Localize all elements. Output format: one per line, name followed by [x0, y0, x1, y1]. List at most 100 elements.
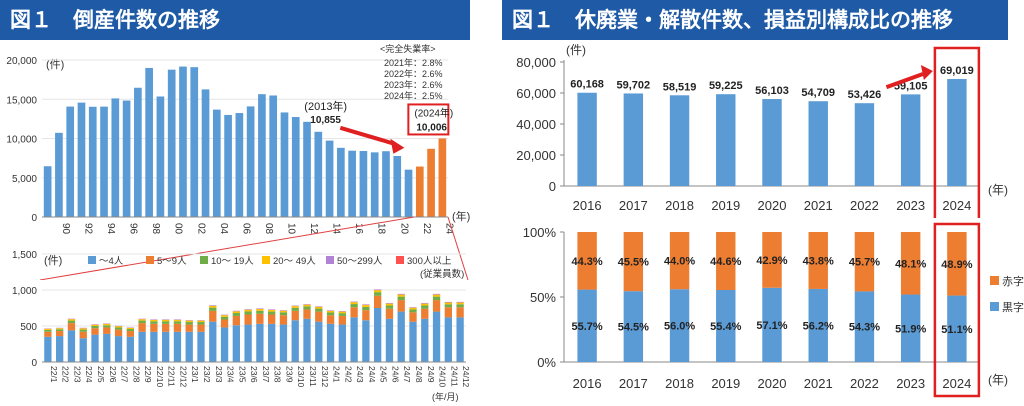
x-tick-label: 24/9 [426, 366, 436, 383]
bankruptcy-panel: 図１ 倒産件数の推移 (件) 0 5,000 10,000 15,000 20,000 90… [0, 0, 488, 406]
x-tick-label: 94 [105, 223, 116, 235]
x-tick-label: 24/12 [461, 366, 471, 388]
bar-segment [103, 327, 111, 334]
x-tick-label: 2018 [665, 376, 694, 391]
bar-segment [138, 319, 146, 321]
bar-segment [232, 310, 240, 312]
bar-2016 [577, 92, 597, 186]
legend-label: 50～299人 [337, 256, 383, 267]
bar-segment [444, 304, 452, 308]
zoom-line-left [39, 216, 415, 280]
bar-segment [374, 290, 382, 293]
unemployment-note-line: 2022年：2.6% [384, 68, 443, 79]
bar-segment [421, 318, 429, 362]
bar-segment [268, 323, 276, 362]
bar-segment [444, 301, 452, 303]
x-tick-label: 24/3 [355, 366, 365, 383]
data-label: 45.7% [849, 257, 880, 269]
x-tick-label: 20 [398, 223, 409, 235]
bar-segment [44, 328, 52, 330]
highlight-2024-box [407, 103, 450, 136]
bar-24 [438, 138, 447, 217]
bar-segment [44, 331, 52, 337]
y-tick-label: 20,000 [6, 56, 37, 67]
bar-segment [421, 303, 429, 306]
x-tick-label: 14 [331, 223, 342, 235]
x-tick-label: 2019 [711, 376, 740, 391]
bar-segment [326, 315, 335, 324]
bar-segment [126, 329, 134, 332]
data-label: 56,103 [755, 85, 789, 97]
bar-segment [900, 294, 921, 362]
x-tick-label: 16 [353, 223, 364, 235]
bar-00 [167, 69, 176, 217]
bar-segment [854, 232, 875, 292]
data-label: 59,225 [709, 80, 743, 92]
bar-segment [244, 309, 252, 310]
bar-segment [150, 319, 158, 322]
legend-swatch [990, 302, 999, 311]
x-tick-label: 24/7 [402, 366, 412, 383]
bar-segment [444, 307, 452, 318]
bar-17 [359, 151, 368, 217]
x-tick-label: 23/3 [214, 366, 224, 383]
bar-segment [338, 311, 346, 312]
bar-segment [421, 303, 429, 304]
bar-segment [397, 294, 405, 297]
bar-22 [415, 166, 424, 217]
bar-20 [393, 155, 402, 217]
bar-segment [268, 311, 276, 315]
bar-segment [138, 320, 146, 324]
legend-swatch [88, 256, 96, 264]
data-label: 51.9% [895, 323, 926, 335]
bar-segment [291, 306, 299, 308]
bar-segment [114, 329, 123, 337]
bar-segment [209, 305, 217, 308]
bar-segment [185, 324, 193, 332]
legend-swatch [326, 256, 334, 264]
annotation-2013-value: 10,855 [310, 115, 341, 126]
bar-segment [374, 292, 382, 296]
bar-2023 [900, 94, 921, 186]
x-tick-label: 22 [421, 223, 432, 235]
x-tick-label: 22/11 [167, 366, 177, 387]
bar-segment [114, 327, 123, 330]
bar-09 [269, 95, 278, 217]
bar-segment [432, 300, 441, 312]
data-label: 54.3% [849, 322, 880, 334]
bar-93 [88, 106, 97, 217]
x-tick-label: 23/8 [273, 366, 283, 383]
bar-05 [224, 114, 232, 217]
annual-bankruptcy-chart: (件) 0 5,000 10,000 15,000 20,000 90 92 94 96 98 00 0… [6, 43, 470, 280]
arrow-shaft [885, 72, 924, 90]
data-label: 59,702 [617, 79, 651, 91]
x-tick-label: 96 [128, 223, 139, 235]
bar-segment [326, 312, 335, 316]
bar-segment [409, 307, 417, 308]
bar-15 [337, 147, 345, 217]
bar-segment [79, 338, 87, 362]
x-tick-label: 10 [285, 223, 296, 235]
bar-segment [79, 328, 87, 330]
bar-segment [56, 331, 64, 337]
bar-96 [122, 100, 131, 217]
bar-segment [268, 309, 276, 311]
y-axis-label: (件) [566, 43, 586, 57]
bar-segment [456, 307, 464, 318]
bar-segment [67, 319, 76, 321]
x-tick-label: 2019 [711, 198, 740, 213]
bar-segment [385, 308, 394, 319]
x-tick-label: 24/5 [379, 366, 389, 383]
bankruptcy-title: 図１ 倒産件数の推移 [0, 0, 470, 40]
x-tick-label: 23/7 [261, 366, 271, 383]
bar-segment [91, 328, 99, 335]
bar-segment [268, 314, 276, 324]
bar-segment [374, 308, 382, 362]
bar-segment [854, 291, 875, 362]
bar-segment [173, 323, 182, 332]
y-tick-label: 5,000 [12, 174, 37, 185]
bar-segment [808, 232, 828, 289]
bar-segment [326, 310, 335, 311]
bar-segment [444, 302, 452, 305]
